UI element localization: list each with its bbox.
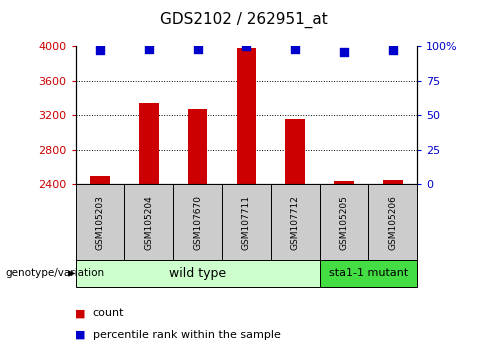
Point — [194, 46, 202, 52]
Polygon shape — [68, 270, 76, 277]
Text: GSM105205: GSM105205 — [340, 195, 348, 250]
Bar — [285, 119, 305, 184]
Point — [243, 43, 250, 49]
Text: ■: ■ — [75, 308, 86, 318]
Bar — [90, 176, 110, 184]
Text: percentile rank within the sample: percentile rank within the sample — [93, 330, 281, 339]
Bar — [334, 182, 354, 184]
Text: GSM105203: GSM105203 — [96, 195, 104, 250]
Text: wild type: wild type — [169, 267, 226, 280]
Point — [340, 49, 348, 55]
Text: sta1-1 mutant: sta1-1 mutant — [329, 268, 408, 279]
Text: GSM105206: GSM105206 — [388, 195, 397, 250]
Text: GSM107712: GSM107712 — [291, 195, 300, 250]
Point — [389, 47, 397, 53]
Text: GDS2102 / 262951_at: GDS2102 / 262951_at — [160, 11, 328, 28]
Text: ■: ■ — [75, 330, 86, 339]
Point — [96, 47, 104, 53]
Point — [145, 46, 153, 52]
Text: GSM107670: GSM107670 — [193, 195, 202, 250]
Text: GSM105204: GSM105204 — [144, 195, 153, 250]
Bar — [383, 180, 403, 184]
Text: GSM107711: GSM107711 — [242, 195, 251, 250]
Bar — [237, 48, 256, 184]
Text: count: count — [93, 308, 124, 318]
Bar — [139, 103, 159, 184]
Point — [291, 46, 299, 52]
Bar — [188, 109, 207, 184]
Text: genotype/variation: genotype/variation — [5, 268, 104, 279]
